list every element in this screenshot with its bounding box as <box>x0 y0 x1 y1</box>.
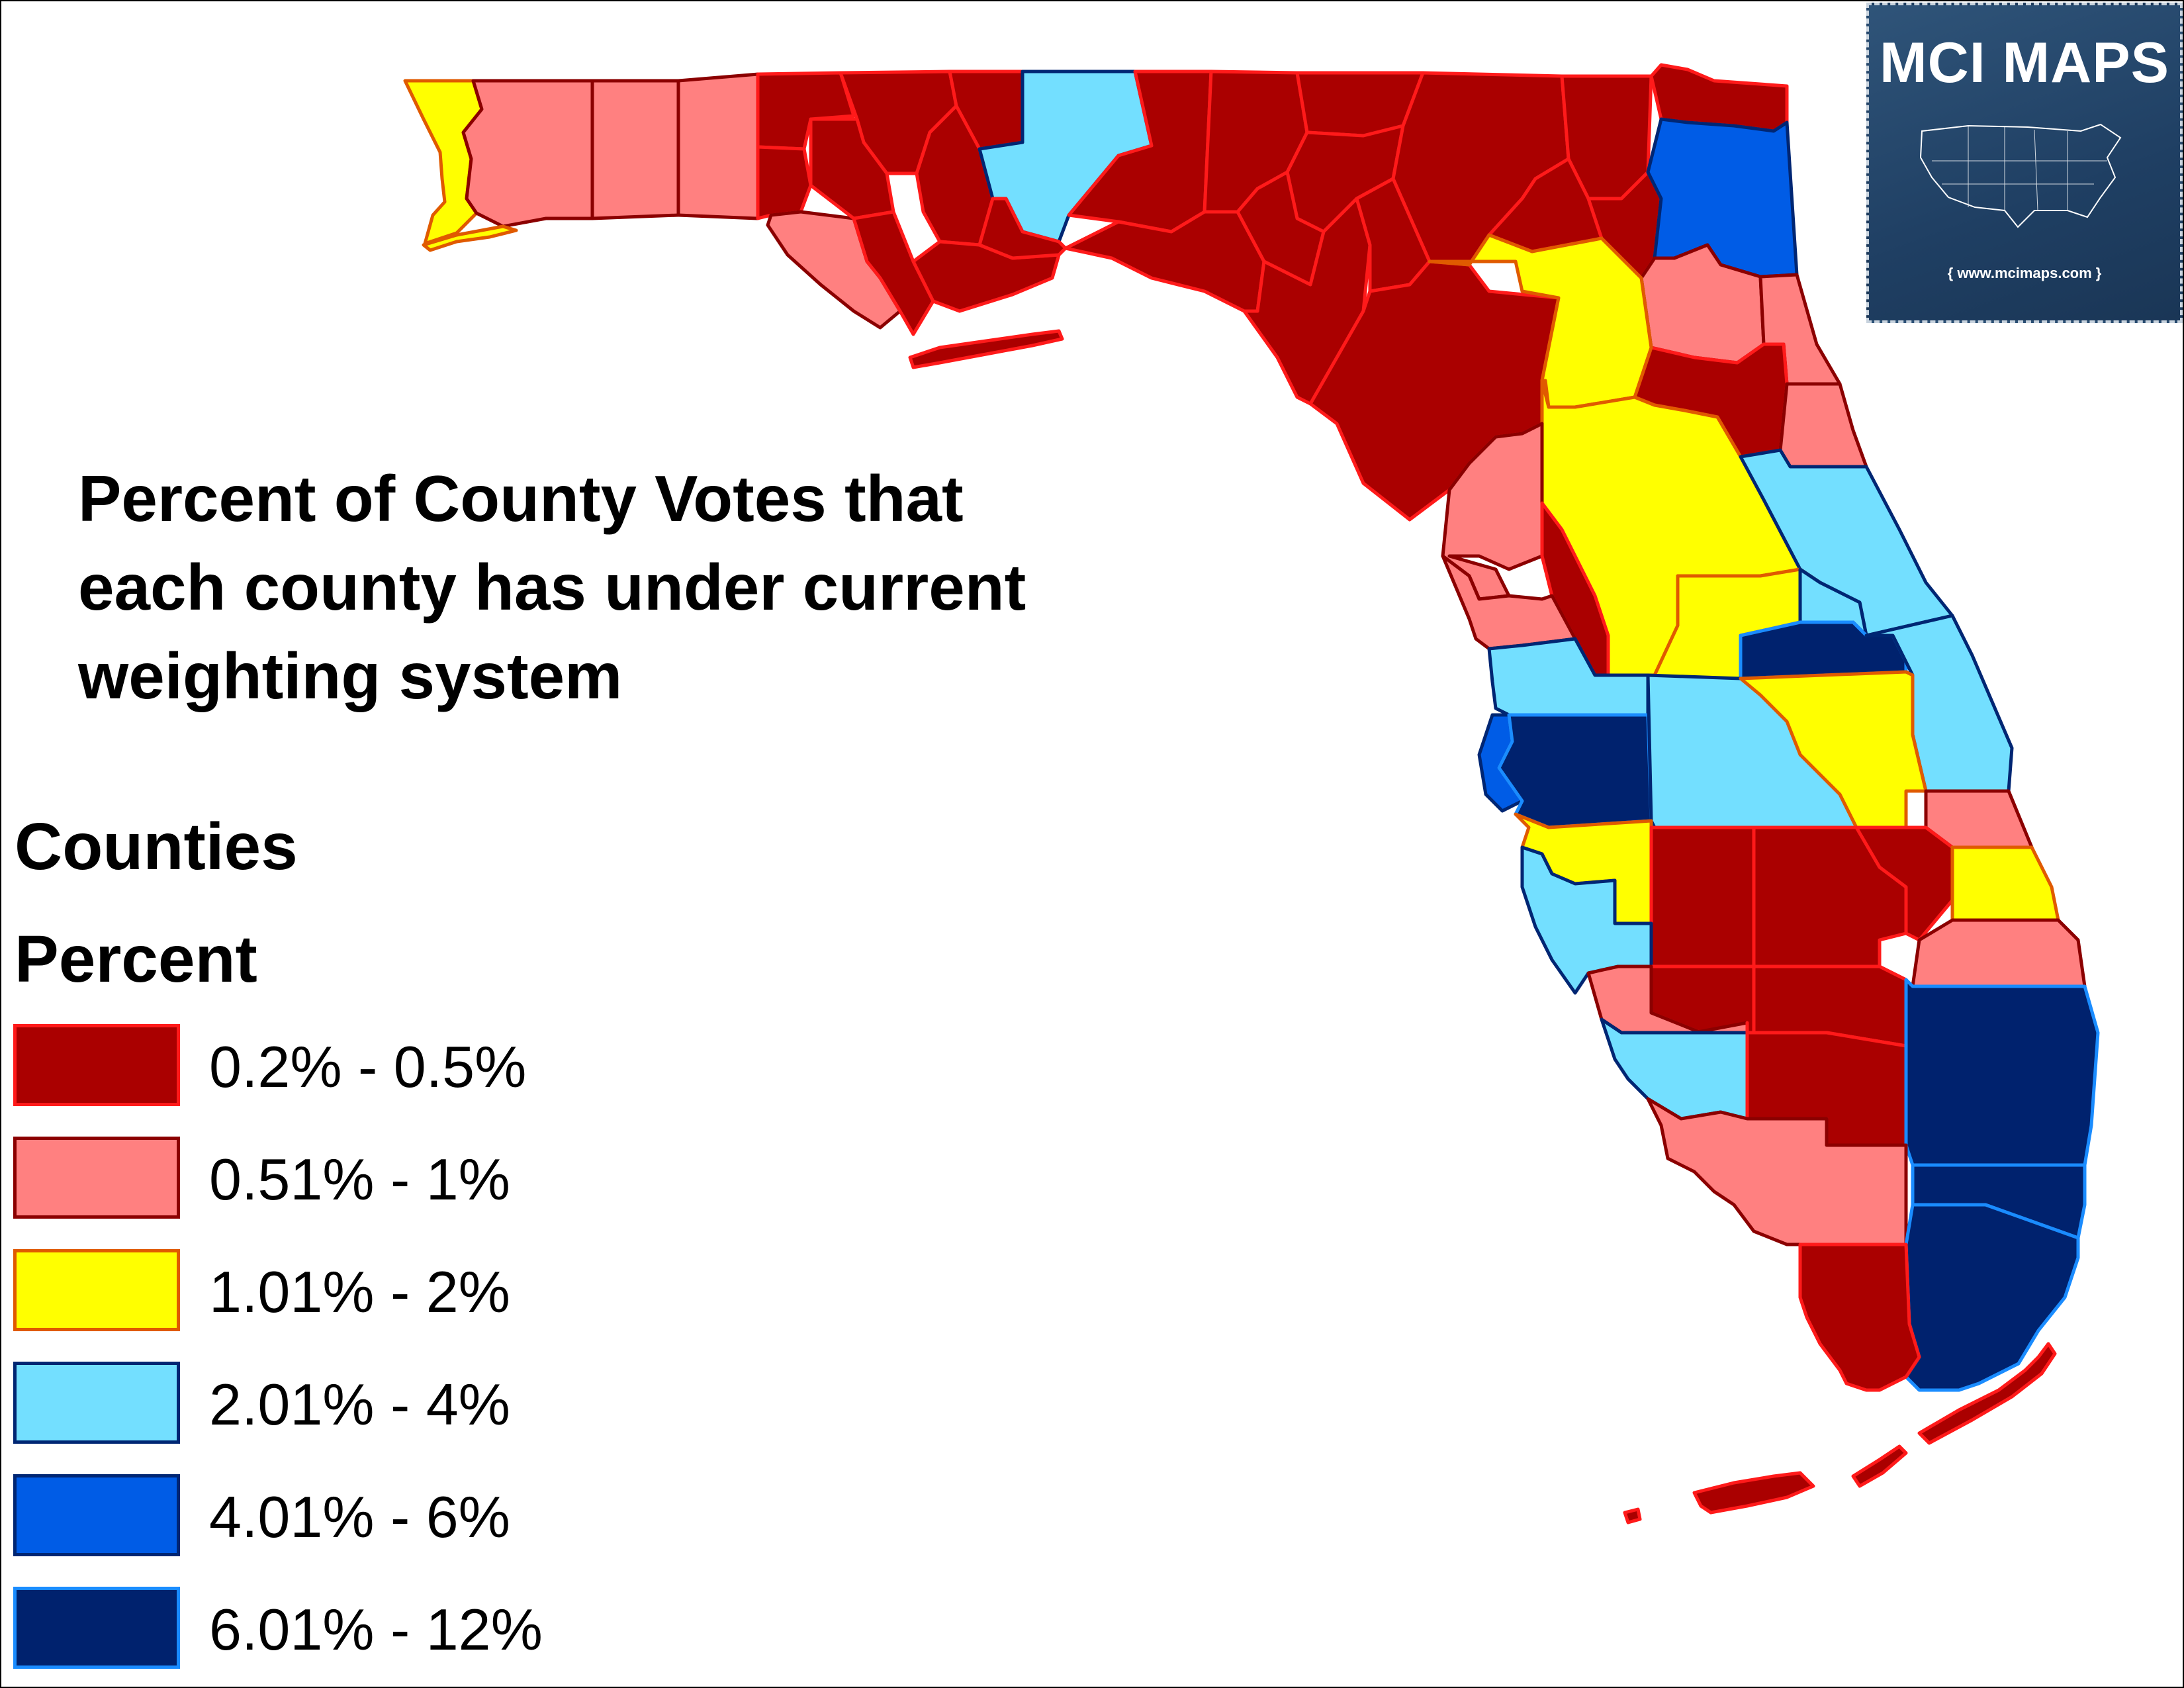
legend-subheading: Percent <box>15 922 257 996</box>
legend-swatch <box>13 1474 180 1556</box>
legend-swatch <box>13 1362 180 1444</box>
island-shape <box>1917 1342 2057 1445</box>
county-bay <box>766 210 902 330</box>
county-calhoun <box>809 117 895 220</box>
county-duval <box>1646 117 1799 279</box>
county-layer <box>403 63 2100 1392</box>
legend-item: 6.01% - 12% <box>13 1587 609 1673</box>
county-hillsborough <box>1497 713 1653 829</box>
county-hardee <box>1649 825 1756 968</box>
legend-swatch <box>13 1137 180 1219</box>
legend-item: 2.01% - 4% <box>13 1362 609 1448</box>
legend-swatch <box>13 1024 180 1106</box>
county-flagler <box>1778 382 1868 469</box>
legend-label: 6.01% - 12% <box>209 1597 543 1662</box>
map-title: Percent of County Votes that each county… <box>78 462 1026 712</box>
legend-label: 2.01% - 4% <box>209 1372 510 1437</box>
logo-title: MCI MAPS <box>1880 31 2169 95</box>
county-santa-rosa <box>461 79 594 228</box>
legend-item: 0.2% - 0.5% <box>13 1024 609 1110</box>
legend-label: 4.01% - 6% <box>209 1484 510 1550</box>
legend-item: 0.51% - 1% <box>13 1137 609 1223</box>
legend-swatch <box>13 1249 180 1331</box>
county-okaloosa <box>590 79 680 220</box>
county-washington <box>756 145 813 220</box>
county-hernando <box>1441 554 1577 651</box>
county-palm-beach <box>1904 978 2100 1167</box>
county-martin <box>1911 918 2087 988</box>
legend-heading: Counties <box>15 810 298 884</box>
county-miami-dade <box>1904 1203 2080 1392</box>
county-walton <box>676 72 760 220</box>
legend-label: 0.2% - 0.5% <box>209 1034 527 1100</box>
legend-swatch <box>13 1587 180 1669</box>
county-monroe <box>1798 1243 1921 1392</box>
legend-label: 0.51% - 1% <box>209 1147 510 1212</box>
island-shape <box>1851 1444 1908 1488</box>
county-gulf <box>852 210 935 336</box>
logo-url: { www.mcimaps.com } <box>1947 265 2102 281</box>
island-layer <box>422 224 2057 1524</box>
usa-outline-icon <box>1919 123 2122 228</box>
island-shape <box>1623 1507 1642 1524</box>
county-lee <box>1600 1017 1749 1121</box>
island-shape <box>908 329 1064 369</box>
legend-item: 1.01% - 2% <box>13 1249 609 1335</box>
county-okeechobee <box>1854 825 1954 942</box>
legend-label: 1.01% - 2% <box>209 1259 510 1325</box>
island-shape <box>422 224 518 252</box>
county-st-lucie <box>1950 845 2060 922</box>
legend-item: 4.01% - 6% <box>13 1474 609 1560</box>
island-shape <box>1692 1471 1815 1515</box>
mci-maps-logo: MCI MAPS { www.mcimaps.com } <box>1866 3 2183 323</box>
